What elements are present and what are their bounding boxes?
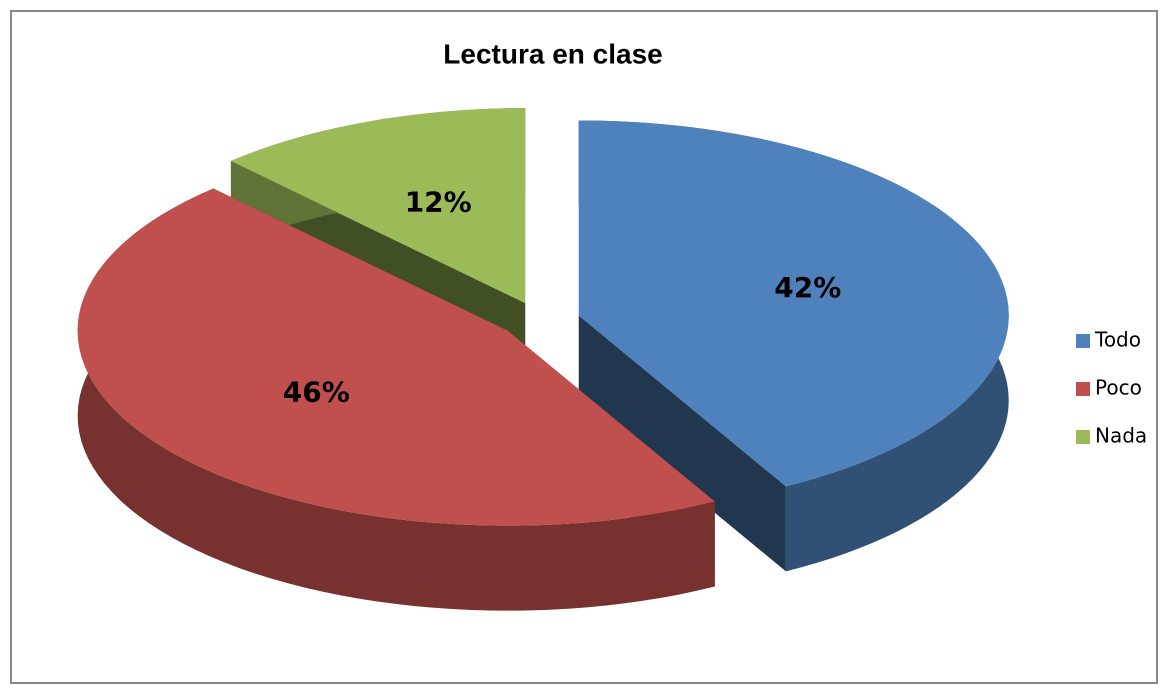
slice [77, 188, 715, 526]
legend-label: Poco [1095, 376, 1142, 400]
legend-label: Nada [1095, 424, 1147, 448]
data-label: 12% [405, 185, 472, 218]
slice-side [578, 315, 786, 572]
data-label: 46% [283, 376, 350, 409]
data-label: 42% [774, 271, 841, 304]
slice [230, 108, 526, 304]
legend-label: Todo [1094, 328, 1141, 352]
legend-swatch [1076, 334, 1090, 348]
legend-swatch [1076, 382, 1090, 396]
chart-title: Lectura en clase [443, 38, 662, 69]
legend-swatch [1076, 430, 1090, 444]
slice [578, 120, 1009, 487]
pie: 42% 46% 12% [77, 108, 1009, 611]
legend: Todo Poco Nada [1076, 328, 1147, 448]
slice-side [77, 188, 715, 611]
